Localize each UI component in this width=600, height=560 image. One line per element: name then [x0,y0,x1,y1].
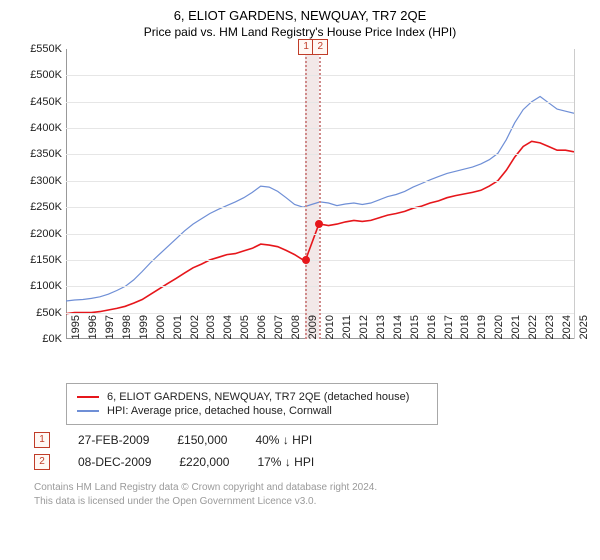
event-delta: 17% ↓ HPI [257,455,314,469]
footer-line: This data is licensed under the Open Gov… [34,495,582,509]
legend-swatch-red [77,396,99,398]
event-date: 08-DEC-2009 [78,455,151,469]
events-table: 1 27-FEB-2009 £150,000 40% ↓ HPI 2 08-DE… [34,429,582,473]
page-subtitle: Price paid vs. HM Land Registry's House … [18,25,582,39]
footer-line: Contains HM Land Registry data © Crown c… [34,481,582,495]
page-title: 6, ELIOT GARDENS, NEWQUAY, TR7 2QE [18,8,582,23]
table-row: 2 08-DEC-2009 £220,000 17% ↓ HPI [34,451,582,473]
legend-label: 6, ELIOT GARDENS, NEWQUAY, TR7 2QE (deta… [107,391,409,403]
event-flag-2: 2 [34,454,50,470]
event-price: £150,000 [177,433,227,447]
plot-area: 12 [66,49,575,339]
event-price: £220,000 [179,455,229,469]
footer: Contains HM Land Registry data © Crown c… [34,481,582,508]
event-date: 27-FEB-2009 [78,433,149,447]
legend-swatch-blue [77,410,99,412]
table-row: 1 27-FEB-2009 £150,000 40% ↓ HPI [34,429,582,451]
price-chart: 12 £0K£50K£100K£150K£200K£250K£300K£350K… [18,45,582,375]
legend: 6, ELIOT GARDENS, NEWQUAY, TR7 2QE (deta… [66,383,438,425]
legend-item: 6, ELIOT GARDENS, NEWQUAY, TR7 2QE (deta… [77,390,427,404]
event-delta: 40% ↓ HPI [255,433,312,447]
legend-label: HPI: Average price, detached house, Corn… [107,405,332,417]
event-flag-1: 1 [34,432,50,448]
legend-item: HPI: Average price, detached house, Corn… [77,404,427,418]
